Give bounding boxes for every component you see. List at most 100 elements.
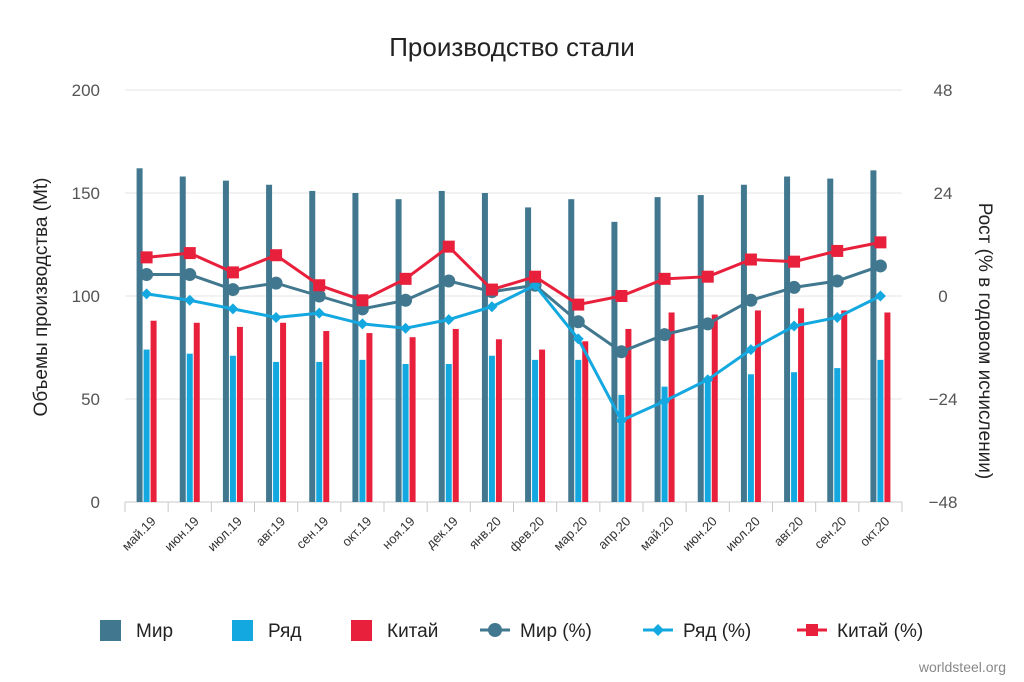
point-world-growth: [701, 317, 715, 331]
point-world-growth: [614, 345, 628, 359]
point-row-growth: [400, 322, 412, 334]
line-world-growth: [146, 264, 881, 354]
x-tick-label: авг.20: [771, 514, 807, 550]
y-axis-label: Объемы производства (Mt): [31, 177, 52, 416]
bar-china: [884, 312, 891, 502]
x-tick-label: июл.19: [204, 514, 245, 555]
point-row-growth: [443, 314, 455, 326]
x-tick-label: июн.20: [679, 514, 719, 554]
bar-world: [697, 195, 704, 502]
bar-china: [841, 310, 848, 502]
y2-tick-label: 48: [934, 81, 953, 100]
y2-axis-label: Рост (% в годовом исчислении): [974, 203, 995, 479]
point-world-growth: [830, 274, 844, 288]
point-world-growth: [787, 280, 801, 294]
y2-tick-label: 0: [938, 287, 947, 306]
bar-world: [827, 178, 834, 502]
bar-world: [266, 184, 273, 502]
point-row-growth: [313, 307, 325, 319]
bar-world: [222, 180, 229, 502]
bar-world: [136, 168, 143, 502]
point-world-growth: [226, 283, 240, 297]
bar-row: [747, 374, 754, 502]
bar-china: [625, 328, 632, 502]
point-china-growth: [701, 270, 714, 283]
bar-row: [575, 359, 582, 502]
bar-china: [495, 339, 502, 502]
x-tick-label: сен.20: [811, 514, 849, 552]
bar-world: [568, 199, 575, 502]
x-tick-label: фев.20: [506, 514, 547, 555]
point-china-growth: [270, 249, 283, 262]
credit-text: worldsteel.org: [918, 659, 1006, 675]
x-tick-label: янв.20: [466, 514, 504, 552]
bar-world: [784, 176, 791, 502]
y2-tick-label: −48: [929, 493, 958, 512]
bar-row: [791, 372, 798, 502]
point-china-growth: [744, 253, 757, 266]
point-china-growth: [140, 251, 153, 264]
bar-row: [316, 361, 323, 502]
x-tick-label: авг.19: [253, 514, 289, 550]
point-row-growth: [615, 414, 627, 426]
bar-row: [229, 355, 236, 502]
x-tick-label: окт.19: [339, 514, 375, 550]
bar-row: [618, 394, 625, 502]
bar-china: [193, 322, 200, 502]
point-china-growth: [442, 240, 455, 253]
bar-world: [481, 193, 488, 502]
point-row-growth: [831, 311, 843, 323]
legend-swatch-china: [351, 620, 372, 641]
point-row-growth: [659, 395, 671, 407]
x-tick-label: окт.20: [857, 514, 893, 550]
bar-world: [309, 190, 316, 502]
legend-marker-row-growth: [652, 624, 664, 636]
legend-label-china: Китай: [387, 621, 438, 642]
line-row-growth: [146, 283, 882, 422]
point-china-growth: [226, 266, 239, 279]
point-china-growth: [313, 279, 326, 292]
x-tick-label: июн.19: [161, 514, 201, 554]
point-china-growth: [485, 283, 498, 296]
bar-china: [539, 349, 546, 502]
point-china-growth: [874, 236, 887, 249]
point-world-growth: [312, 289, 326, 303]
point-row-growth: [874, 290, 886, 302]
bar-china: [409, 337, 416, 502]
bar-world: [438, 190, 445, 502]
bar-china: [150, 320, 157, 502]
bar-row: [273, 361, 280, 502]
point-row-growth: [184, 294, 196, 306]
bar-row: [143, 349, 150, 502]
bar-china: [582, 341, 589, 502]
legend-label-row: Ряд: [268, 621, 301, 642]
point-world-growth: [183, 268, 197, 282]
bar-china: [366, 333, 373, 502]
bar-world: [352, 193, 359, 502]
bar-china: [452, 328, 459, 502]
point-world-growth: [442, 274, 456, 288]
legend-label-row-growth: Ряд (%): [683, 621, 751, 642]
x-tick-label: сен.19: [293, 514, 331, 552]
bar-world: [654, 197, 661, 502]
point-world-growth: [399, 293, 413, 307]
point-china-growth: [615, 290, 628, 302]
point-world-growth: [269, 276, 283, 290]
y-tick-label: 200: [72, 81, 100, 100]
line-series: [140, 236, 887, 426]
bar-china: [323, 331, 330, 502]
bar-row: [532, 359, 539, 502]
point-china-growth: [831, 244, 844, 257]
line-china-growth: [146, 240, 881, 307]
x-tick-label: ноя.19: [379, 514, 418, 553]
point-row-growth: [356, 318, 368, 330]
bar-row: [186, 353, 193, 502]
point-china-growth: [529, 270, 542, 283]
bar-row: [402, 363, 409, 502]
legend-marker-world-growth: [488, 623, 502, 637]
bar-china: [236, 326, 243, 502]
bar-world: [870, 170, 877, 502]
bar-row: [877, 359, 884, 502]
bar-china: [668, 312, 675, 502]
point-china-growth: [356, 294, 369, 307]
